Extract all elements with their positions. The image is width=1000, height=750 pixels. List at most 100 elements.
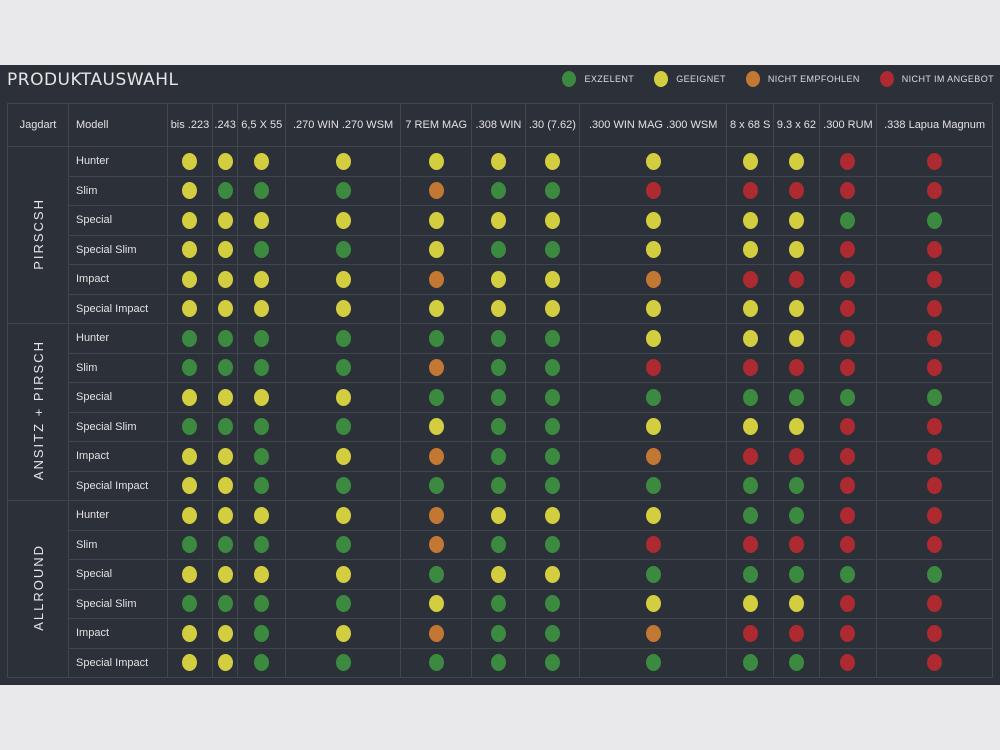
rating-not-offered-dot-icon — [927, 624, 943, 642]
rating-cell — [285, 647, 402, 678]
rating-cell — [524, 205, 581, 236]
rating-excellent-dot-icon — [254, 329, 270, 347]
table-row: Special Impact — [8, 647, 993, 678]
rating-suitable-dot-icon — [182, 270, 198, 288]
rating-cell — [726, 234, 775, 265]
rating-suitable-dot-icon — [544, 211, 560, 229]
rating-cell — [726, 323, 775, 354]
rating-cell — [237, 264, 287, 295]
rating-cell — [524, 500, 581, 531]
rating-suitable-dot-icon — [217, 624, 233, 642]
rating-cell — [400, 441, 473, 472]
rating-cell — [167, 382, 213, 413]
rating-suitable-dot-icon — [335, 506, 351, 524]
rating-cell — [876, 234, 993, 265]
rating-suitable-dot-icon — [182, 624, 198, 642]
rating-excellent-dot-icon — [544, 359, 560, 377]
legend-item-excellent: EXZELENT — [562, 71, 634, 87]
rating-excellent-dot-icon — [254, 536, 270, 554]
rating-suitable-dot-icon — [217, 388, 233, 406]
rating-cell — [211, 470, 239, 501]
rating-cell — [211, 323, 239, 354]
rating-excellent-dot-icon — [254, 624, 270, 642]
rating-suitable-dot-icon — [217, 477, 233, 495]
rating-cell — [726, 588, 775, 619]
model-name: Slim — [68, 529, 168, 560]
rating-excellent-dot-icon — [182, 359, 198, 377]
rating-suitable-dot-icon — [490, 211, 506, 229]
rating-excellent-dot-icon — [490, 536, 506, 554]
rating-excellent-dot-icon — [217, 595, 233, 613]
rating-cell — [524, 175, 581, 206]
rating-cell — [471, 618, 526, 649]
rating-cell — [579, 146, 728, 177]
rating-cell — [524, 352, 581, 383]
rating-not-recommended-dot-icon — [428, 270, 444, 288]
rating-excellent-dot-icon — [335, 595, 351, 613]
header-caliber: .270 WIN .270 WSM — [285, 103, 402, 147]
header-caliber: .300 RUM — [818, 103, 878, 147]
rating-suitable-dot-icon — [217, 270, 233, 288]
rating-cell — [818, 559, 878, 590]
rating-cell — [400, 411, 473, 442]
rating-not-offered-dot-icon — [788, 624, 804, 642]
rating-suitable-dot-icon — [742, 418, 758, 436]
rating-suitable-dot-icon — [217, 300, 233, 318]
rating-excellent-dot-icon — [544, 447, 560, 465]
rating-excellent-dot-icon — [254, 447, 270, 465]
status-dot-icon — [654, 71, 669, 87]
rating-suitable-dot-icon — [254, 565, 270, 583]
rating-suitable-dot-icon — [182, 565, 198, 583]
rating-cell — [167, 470, 213, 501]
rating-cell — [773, 323, 820, 354]
model-name: Hunter — [68, 323, 168, 354]
rating-not-recommended-dot-icon — [428, 536, 444, 554]
legend: EXZELENT GEEIGNET NICHT EMPFOHLEN NICHT IM … — [542, 71, 994, 87]
header-caliber: 7 REM MAG — [400, 103, 473, 147]
rating-excellent-dot-icon — [490, 418, 506, 436]
model-name: Special Impact — [68, 470, 168, 501]
rating-cell — [471, 264, 526, 295]
rating-excellent-dot-icon — [788, 506, 804, 524]
rating-not-offered-dot-icon — [927, 241, 943, 259]
rating-cell — [285, 529, 402, 560]
rating-cell — [237, 205, 287, 236]
rating-cell — [524, 470, 581, 501]
rating-excellent-dot-icon — [645, 477, 661, 495]
model-name: Special — [68, 382, 168, 413]
rating-excellent-dot-icon — [490, 595, 506, 613]
rating-cell — [400, 382, 473, 413]
rating-suitable-dot-icon — [742, 211, 758, 229]
rating-suitable-dot-icon — [544, 565, 560, 583]
rating-suitable-dot-icon — [645, 211, 661, 229]
rating-cell — [285, 411, 402, 442]
rating-suitable-dot-icon — [788, 241, 804, 259]
rating-suitable-dot-icon — [335, 388, 351, 406]
rating-cell — [579, 352, 728, 383]
rating-suitable-dot-icon — [788, 595, 804, 613]
rating-not-offered-dot-icon — [927, 359, 943, 377]
rating-cell — [400, 293, 473, 324]
table-row: ANSITZ + PIRSCH Hunter — [7, 323, 993, 501]
group-label: PIRSCSH — [7, 146, 69, 324]
rating-cell — [726, 205, 775, 236]
rating-excellent-dot-icon — [645, 654, 661, 672]
rating-cell — [237, 323, 287, 354]
rating-suitable-dot-icon — [490, 565, 506, 583]
rating-cell — [237, 559, 287, 590]
rating-cell — [773, 529, 820, 560]
rating-suitable-dot-icon — [428, 300, 444, 318]
rating-cell — [167, 647, 213, 678]
header-caliber: .338 Lapua Magnum — [876, 103, 993, 147]
rating-cell — [579, 234, 728, 265]
rating-suitable-dot-icon — [182, 300, 198, 318]
rating-excellent-dot-icon — [544, 329, 560, 347]
rating-cell — [400, 175, 473, 206]
rating-not-recommended-dot-icon — [645, 624, 661, 642]
rating-cell — [818, 175, 878, 206]
rating-not-offered-dot-icon — [840, 359, 856, 377]
rating-suitable-dot-icon — [645, 418, 661, 436]
rating-cell — [876, 323, 993, 354]
rating-suitable-dot-icon — [335, 152, 351, 170]
rating-cell — [818, 500, 878, 531]
